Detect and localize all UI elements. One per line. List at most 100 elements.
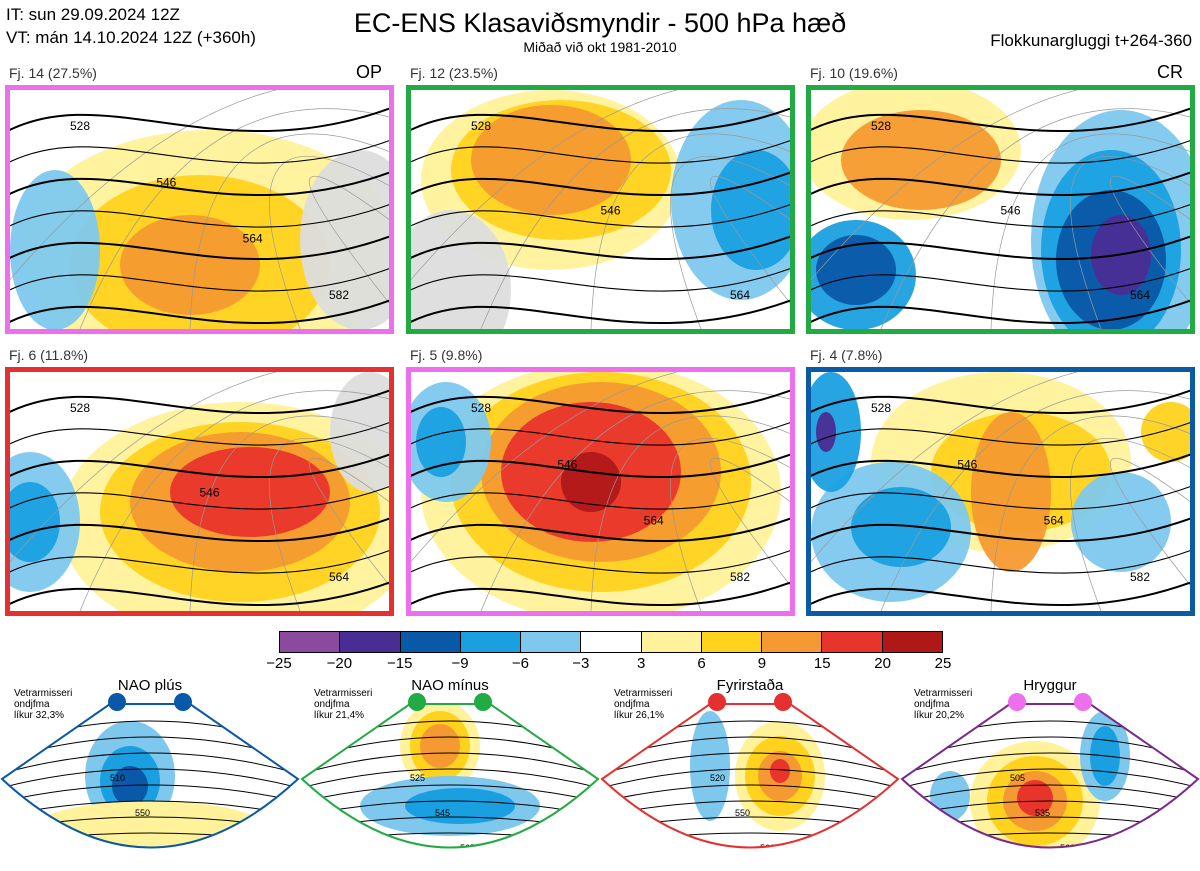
colorbar-tick-label: 15 [813,655,831,672]
contour-label: 564 [243,232,263,246]
colorbar-tick-label: 25 [934,655,952,672]
regime-marker-dot [1008,693,1026,711]
regime-contour-label: 525 [410,773,425,783]
winter-note-line: Vetrarmisseri [314,688,373,699]
cluster-map: 528 546 564 582 [806,367,1195,616]
winter-note-line: ondjfma [314,699,350,710]
contour-label: 528 [70,119,90,133]
winter-note-line: ondjfma [14,699,50,710]
regime-map: 525 545 565 [300,703,600,853]
winter-note-line: líkur 32,3% [14,710,65,721]
contour-label: 546 [601,204,621,218]
regime-name: NAO mínus [411,677,489,694]
regime-contour-label: 550 [735,808,750,818]
cluster-map: 528 546 564 582 [406,367,795,616]
contour-label: 546 [557,457,577,471]
colorbar-swatch [882,632,942,652]
cluster-tag: OP [356,62,383,82]
colorbar [279,631,943,653]
colorbar-swatch [400,632,461,652]
regime-contour-label: 565 [460,843,475,853]
colorbar-tick-label: 20 [874,655,891,672]
regime-contour-label: 505 [1010,773,1025,783]
colorbar-tick-label: −25 [266,655,292,672]
regime-marker-dot [774,693,792,711]
winter-note-line: líkur 20,2% [914,710,965,721]
regime-contour-label: 535 [1035,808,1050,818]
cluster-label: Fj. 12 (23.5%) [410,65,498,81]
colorbar-tick-label: −6 [511,655,529,672]
contour-label: 582 [730,570,750,584]
regime-contour-label: 560 [760,843,775,853]
cluster-map: 528 546 564 [406,85,795,334]
contour-label: 564 [730,288,750,302]
regime-marker-dot [408,693,426,711]
contour-label: 546 [200,486,220,500]
winter-note-line: líkur 21,4% [314,710,365,721]
init-time: IT: sun 29.09.2024 12Z [6,5,180,24]
contour-label: 546 [1001,204,1021,218]
contour-label: 528 [871,119,891,133]
regime-marker-dot [708,693,726,711]
contour-label: 546 [957,457,977,471]
regime-marker-dot [108,693,126,711]
colorbar-tick-label: −3 [572,655,590,672]
colorbar-tick-label: 6 [697,655,706,672]
colorbar-swatch [701,632,763,652]
regime-marker-dot [1074,693,1092,711]
regime-name: Fyrirstaða [716,677,784,694]
cluster-label: Fj. 6 (11.8%) [9,347,89,363]
regime-contour-label: 520 [710,773,725,783]
colorbar-swatch [762,632,823,652]
cluster-label: Fj. 5 (9.8%) [410,347,483,363]
colorbar-swatch [641,632,702,652]
contour-label: 528 [471,119,491,133]
regime-contour-label: 560 [1060,843,1075,853]
regime-contour-label: 550 [135,808,150,818]
regime-marker-dot [174,693,192,711]
colorbar-tick-label: 9 [757,655,767,672]
contour-label: 528 [871,401,891,415]
colorbar-tick-label: 3 [637,655,646,672]
cluster-map: 528 546 564 582 [5,85,394,334]
colorbar-swatch [822,632,883,652]
contour-label: 582 [329,288,349,302]
contour-label: 564 [329,570,349,584]
winter-note-line: líkur 26,1% [614,710,665,721]
colorbar-tick-label: −20 [326,655,353,672]
cluster-map: 528 546 564 [5,367,394,616]
page-subtitle: Miðað við okt 1981-2010 [523,39,677,55]
contour-label: 564 [644,514,664,528]
cluster-tag: CR [1157,62,1183,82]
regime-winter-note: Vetrarmisseri ondjfma líkur 21,4% [314,688,372,721]
contour-label: 546 [156,175,176,189]
regime-name: NAO plús [117,677,183,694]
valid-time: VT: mán 14.10.2024 12Z (+360h) [6,28,256,47]
regime-winter-note: Vetrarmisseri ondjfma líkur 32,3% [14,688,72,721]
colorbar-swatch [460,632,522,652]
regime-winter-note: Vetrarmisseri ondjfma líkur 20,2% [914,688,972,721]
page-title: EC-ENS Klasaviðsmyndir - 500 hPa hæð [353,8,847,38]
regime-contour-label: 545 [435,808,450,818]
regime-map: 505 535 560 [900,703,1200,853]
colorbar-swatch [521,632,582,652]
colorbar-swatch [280,632,341,652]
contour-label: 582 [1130,570,1150,584]
cluster-label: Fj. 14 (27.5%) [9,65,97,81]
contour-label: 564 [1130,288,1150,302]
cluster-label: Fj. 10 (19.6%) [810,65,898,81]
winter-note-line: Vetrarmisseri [614,688,673,699]
winter-note-line: Vetrarmisseri [914,688,973,699]
contour-label: 564 [1044,514,1064,528]
regime-name: Hryggur [1023,677,1077,694]
cluster-label: Fj. 4 (7.8%) [810,347,883,363]
winter-note-line: Vetrarmisseri [14,688,73,699]
regime-marker-dot [474,693,492,711]
contour-label: 528 [471,401,491,415]
regime-map: 520 550 560 [600,703,900,853]
cluster-map: 528 546 564 [806,85,1195,334]
classification-window: Flokkunargluggi t+264-360 [990,31,1192,50]
regime-winter-note: Vetrarmisseri ondjfma líkur 26,1% [614,688,672,721]
colorbar-tick-label: −15 [386,655,413,672]
colorbar-tick-label: −9 [451,655,469,672]
